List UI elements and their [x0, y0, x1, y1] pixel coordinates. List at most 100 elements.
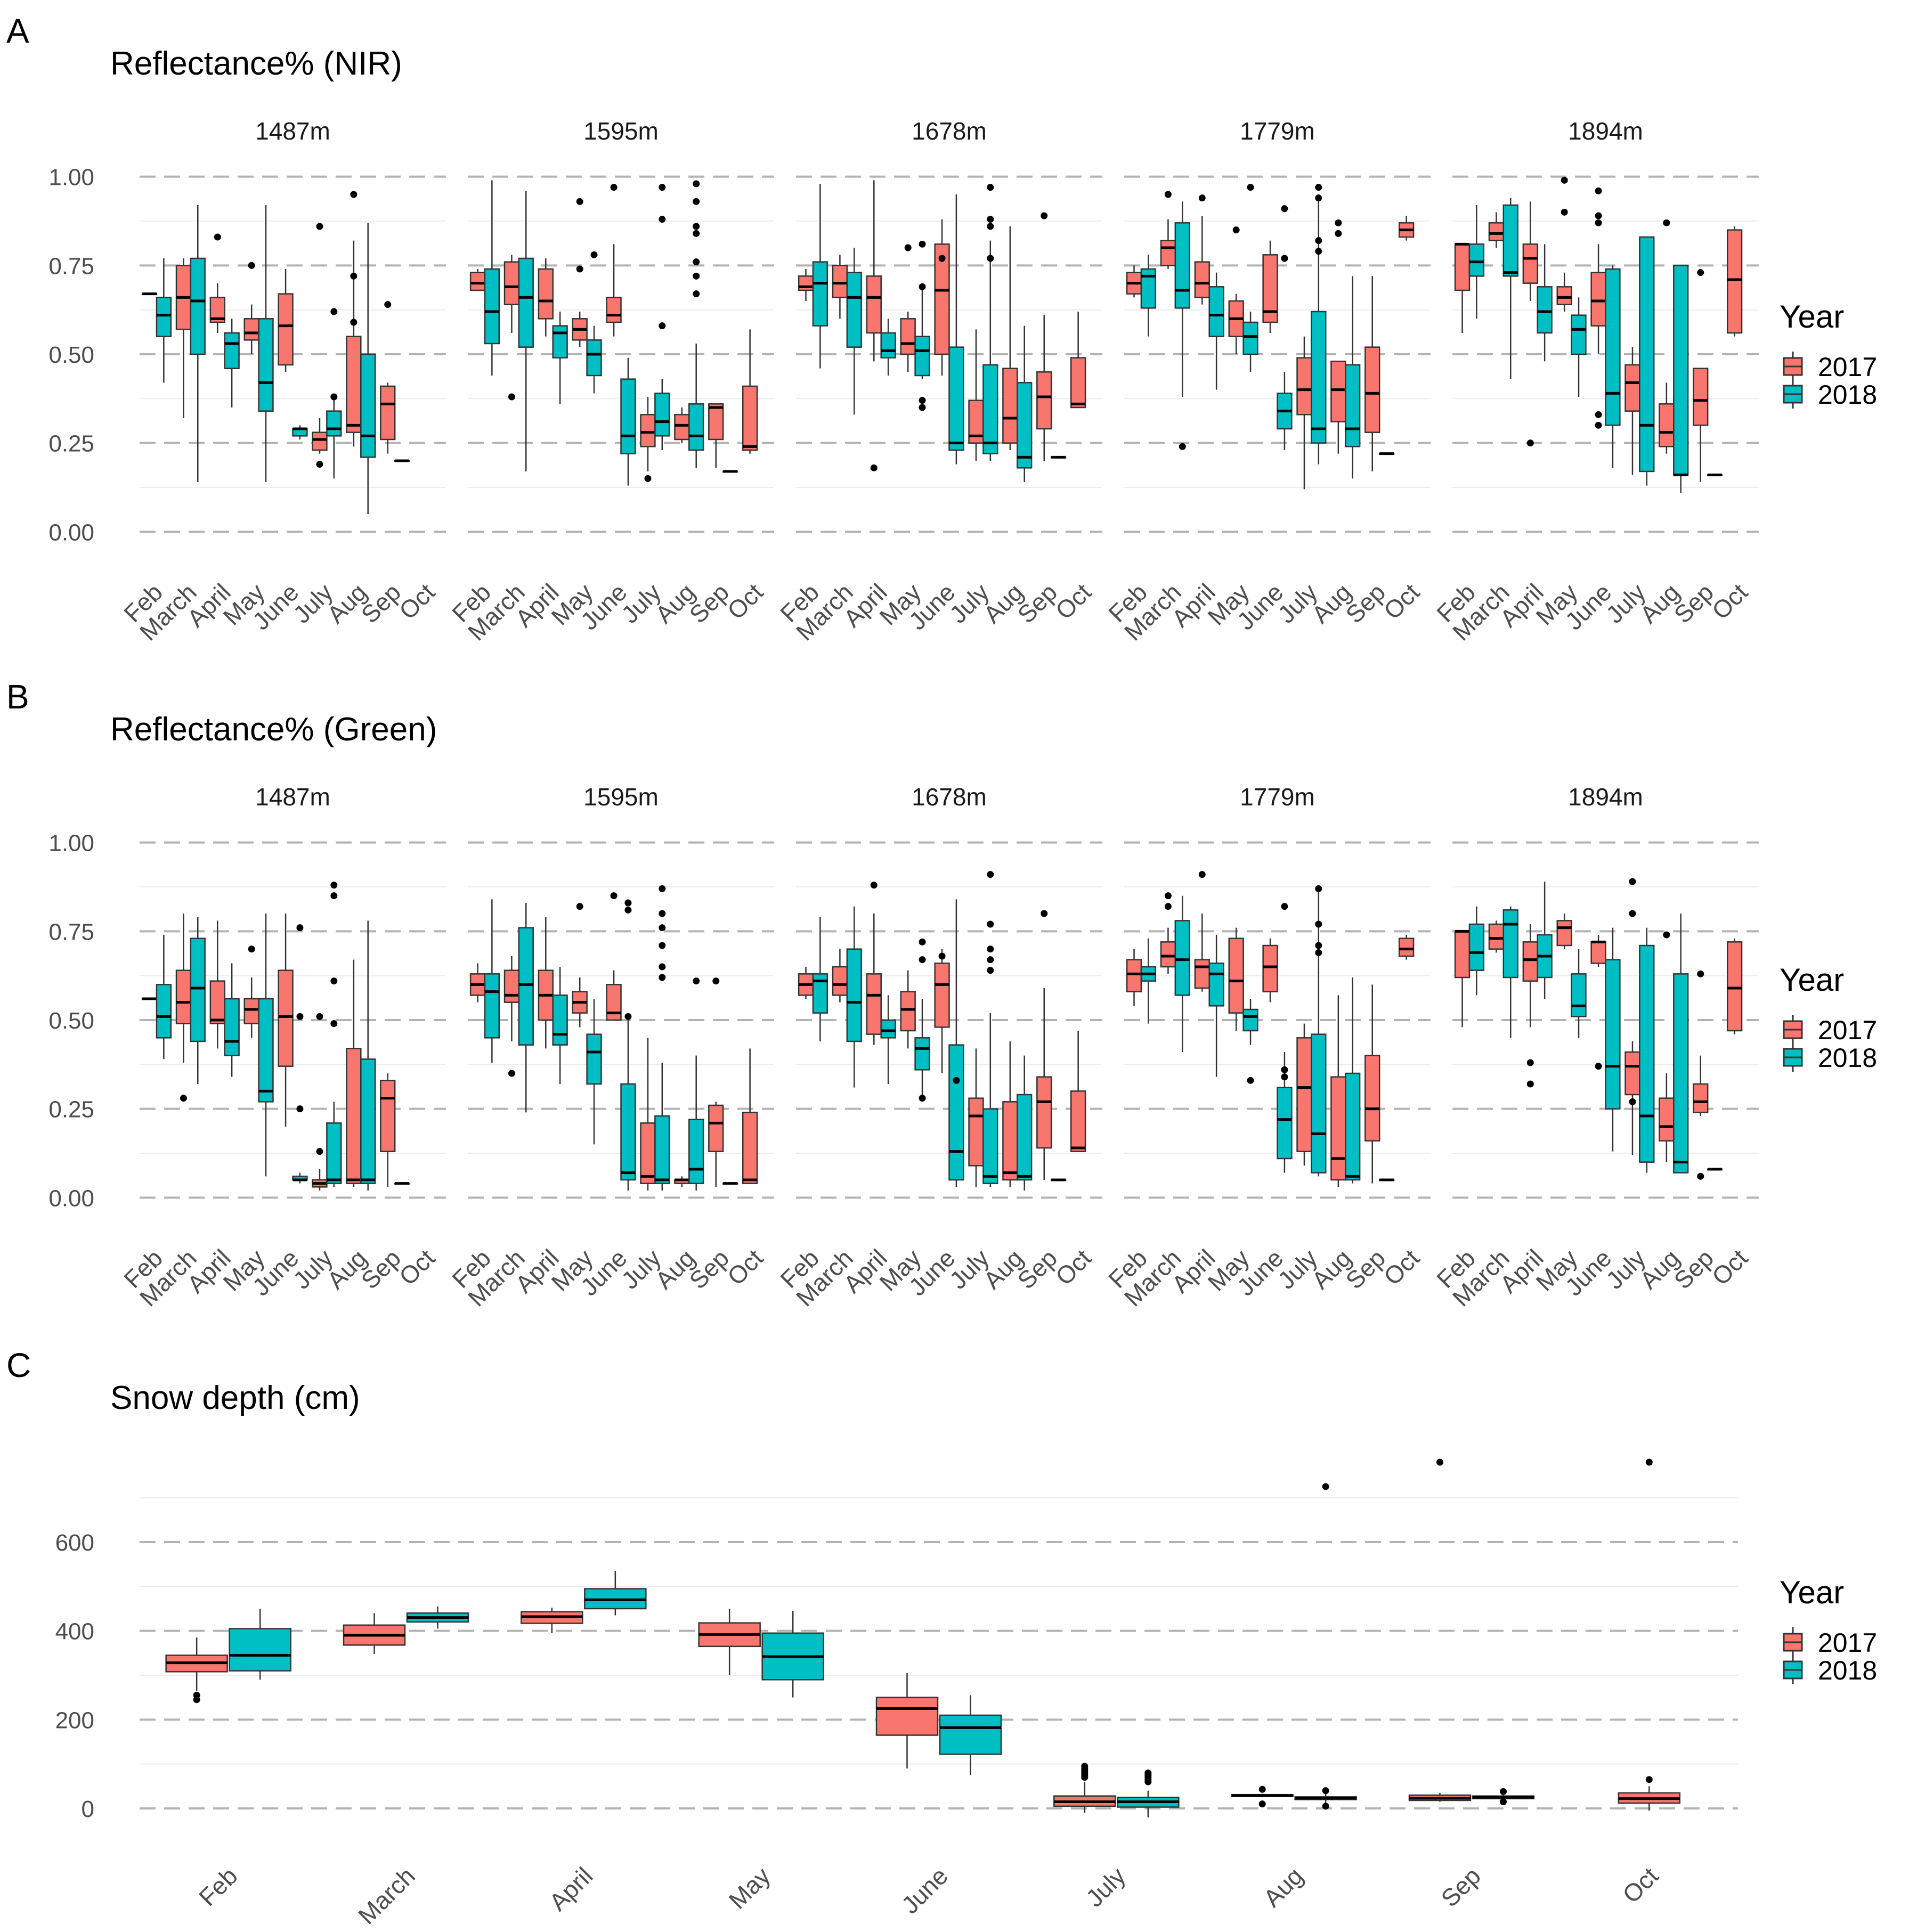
box-2017-July-box [1296, 1037, 1312, 1152]
box-2017-June-box [1262, 944, 1278, 992]
x-tick-label-Oct: Oct [1378, 578, 1425, 625]
box-2018-July-box [326, 410, 342, 437]
box-2017-March-box [832, 265, 848, 298]
legend-title-C: Year [1780, 1575, 1844, 1610]
x-tick-label-July: July [1081, 1862, 1131, 1912]
y-tick-label-B-2: 0.50 [48, 1008, 94, 1034]
outlier-point [576, 198, 583, 205]
box-2018-July-box [654, 1115, 670, 1184]
outlier-point [659, 924, 666, 932]
box-2017-Oct-box [1398, 938, 1415, 957]
y-tick-label-B-0: 0.00 [48, 1185, 94, 1211]
outlier-point [1663, 219, 1670, 226]
outlier-point [296, 1105, 304, 1113]
box-2017-May-box [900, 991, 916, 1032]
x-tick-label-Oct: Oct [722, 1244, 769, 1291]
outlier-point [919, 397, 926, 404]
box-2018-March-box [190, 257, 206, 355]
box-2018-Aug-box [1345, 1072, 1361, 1181]
outlier-point [248, 262, 255, 269]
x-tick-label-Oct: Oct [394, 1244, 441, 1291]
outlier-point [1663, 931, 1670, 939]
box-2018-June-box [1605, 268, 1621, 426]
box-2018-Feb-box [156, 984, 172, 1039]
panel-title-B: Reflectance% (Green) [110, 711, 437, 748]
y-tick-label-A-2: 0.50 [48, 342, 94, 368]
box-2017-Aug-box [674, 414, 690, 441]
panel-letter-B: B [6, 678, 29, 716]
box-2018-April-box [224, 332, 240, 369]
outlier-point [330, 977, 338, 985]
box-2018-July-box [1639, 236, 1655, 472]
outlier-point [296, 1013, 304, 1020]
x-tick-label-Oct: Oct [1707, 578, 1753, 625]
box-2017-Aug-box [1330, 361, 1346, 422]
box-2017-Oct-box [1726, 941, 1743, 1032]
outlier-point [1526, 1080, 1534, 1088]
outlier-point [919, 404, 926, 411]
x-tick-label-June: June [896, 1862, 953, 1919]
y-tick-label-B-1: 0.25 [48, 1097, 94, 1123]
box-2018-July-box [1311, 311, 1327, 444]
y-tick-label-A-1: 0.25 [48, 431, 94, 457]
box-2018-April-box [1537, 286, 1553, 334]
outlier-point [659, 216, 666, 223]
outlier-point [1629, 910, 1636, 917]
outlier-point [919, 938, 926, 945]
box-2018-Aug-box [1673, 973, 1689, 1173]
box-2017-Aug-box [1330, 1076, 1346, 1181]
outlier-point [1645, 1458, 1653, 1466]
box-2017-Feb-box [469, 272, 486, 291]
legend-title-A: Year [1780, 299, 1844, 335]
outlier-point [919, 283, 926, 290]
outlier-point [1436, 1458, 1443, 1466]
outlier-point [330, 308, 338, 315]
outlier-point [987, 223, 994, 230]
outlier-point [610, 184, 618, 191]
outlier-point [1315, 194, 1322, 202]
box-2018-Aug-box [688, 1119, 704, 1184]
x-tick-label-Oct: Oct [1707, 1244, 1753, 1291]
box-2018-June-box [620, 378, 636, 454]
box-2018-Aug-box [688, 403, 704, 451]
box-2017-April-box [1522, 243, 1538, 284]
outlier-point [987, 255, 994, 262]
outlier-point [1281, 1073, 1288, 1081]
box-2017-May-box [1556, 920, 1572, 947]
box-2018-July-box [1639, 944, 1655, 1163]
outlier-point [693, 258, 700, 266]
box-2017-Feb-box [1454, 931, 1471, 979]
box-2017-Aug-box [1002, 1101, 1018, 1181]
box-2017-July-box [640, 414, 656, 447]
box-2017-March-box [1160, 941, 1176, 968]
outlier-point [938, 952, 946, 960]
box-2018-Feb-box [1468, 243, 1485, 277]
outlier-point [1629, 878, 1636, 885]
box-2018-April-box [224, 998, 240, 1056]
outlier-point [1595, 421, 1602, 429]
box-2017-April-box [538, 268, 554, 320]
outlier-point [693, 180, 700, 188]
box-2018-April-box [880, 332, 896, 358]
outlier-point [987, 871, 994, 878]
x-tick-label-Oct: Oct [1378, 1244, 1425, 1291]
box-2017-July-box [640, 1122, 656, 1184]
box-2017-April-box [1194, 959, 1210, 989]
outlier-point [987, 920, 994, 928]
box-2018-Feb-box [229, 1628, 291, 1672]
facet-strip-label: 1779m [1240, 783, 1315, 811]
box-2018-June-box [620, 1083, 636, 1181]
box-2018-March-box [518, 927, 534, 1046]
legend-title-B: Year [1780, 962, 1844, 998]
outlier-point [1697, 1172, 1704, 1180]
x-tick-label-March: March [353, 1862, 420, 1929]
legend-label-2017: 2017 [1818, 1628, 1877, 1658]
outlier-point [1322, 1787, 1329, 1795]
box-2018-March-box [518, 257, 534, 348]
outlier-point [1179, 443, 1186, 450]
box-2017-April-box [866, 275, 882, 334]
y-tick-label-B-3: 0.75 [48, 919, 94, 945]
box-2018-March-box [1502, 204, 1518, 277]
outlier-point [904, 244, 912, 251]
